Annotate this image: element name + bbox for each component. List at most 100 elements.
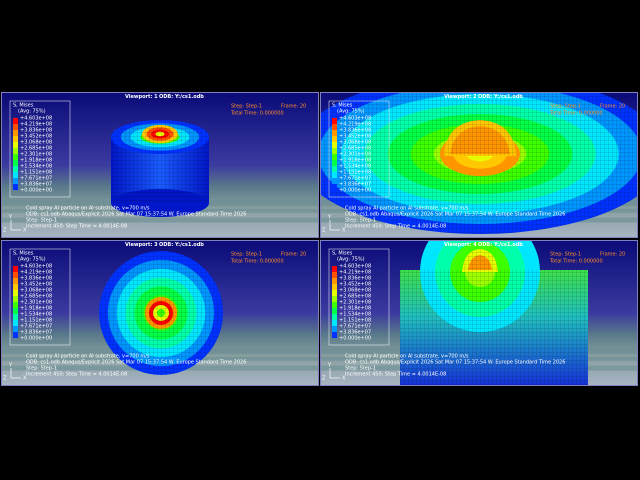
- legend-level: +1.151e+08: [339, 318, 371, 324]
- mesh: [99, 251, 223, 375]
- legend-level: +4.603e+08: [339, 116, 371, 122]
- legend-swatch: [332, 314, 337, 320]
- legend-swatch: [332, 160, 337, 166]
- legend-level: +2.301e+08: [20, 300, 52, 306]
- step-label: Step: Step-1: [231, 252, 262, 258]
- legend-level: +2.301e+08: [339, 300, 371, 306]
- frame-label: Frame: 20: [600, 252, 625, 258]
- footer-increment: Increment 450: Step Time = 4.0014E-08: [345, 372, 446, 378]
- total-time: Total Time: 0.000000: [549, 111, 603, 117]
- footer-step: Step: Step-1: [345, 366, 376, 372]
- axis-label: Y: [327, 215, 332, 221]
- axis-label: Y: [327, 363, 332, 369]
- axis-label: Y: [8, 363, 13, 369]
- legend-level: +1.151e+08: [339, 170, 371, 176]
- legend-level: +1.918e+08: [339, 158, 371, 164]
- legend-level: +3.836e+08: [20, 128, 52, 134]
- legend-level: +3.836e+07: [20, 182, 52, 188]
- axis-label: X: [23, 228, 27, 234]
- footer-odb: ODB: cs1.odb Abaqus/Explicit 2026 Sat Ma…: [26, 212, 246, 218]
- viewport-odb: ODB: Y:/cs1.odb: [478, 242, 523, 248]
- legend-swatch: [13, 130, 18, 136]
- frame-label: Frame: 20: [281, 252, 306, 258]
- legend-level: +3.068e+08: [339, 140, 371, 146]
- legend-level: +4.603e+08: [20, 264, 52, 270]
- legend-level: +3.452e+08: [339, 282, 371, 288]
- step-label: Step: Step-1: [550, 104, 581, 110]
- legend-level: +0.000e+00: [20, 336, 52, 342]
- background-band: [1, 217, 319, 223]
- legend-level: +3.068e+08: [20, 140, 52, 146]
- viewport-odb: ODB: Y:/cs1.odb: [159, 94, 204, 100]
- legend-swatch: [13, 142, 18, 148]
- legend-level: +3.836e+07: [339, 330, 371, 336]
- mesh: [111, 120, 209, 154]
- legend-level: +3.836e+08: [20, 276, 52, 282]
- legend-swatch: [13, 118, 18, 124]
- legend-level: +2.685e+08: [339, 146, 371, 152]
- legend-level: +3.836e+08: [339, 276, 371, 282]
- footer-step: Step: Step-1: [26, 218, 57, 224]
- legend-swatch: [332, 332, 337, 338]
- legend-subtitle: (Avg: 75%): [337, 257, 365, 263]
- legend-swatch: [332, 136, 337, 142]
- footer-increment: Increment 450: Step Time = 4.0014E-08: [345, 224, 446, 230]
- legend-swatch: [332, 278, 337, 284]
- legend-swatch: [13, 166, 18, 172]
- legend-swatch: [13, 308, 18, 314]
- legend-level: +4.603e+08: [20, 116, 52, 122]
- legend-swatch: [332, 290, 337, 296]
- legend-title: S, Mises: [332, 103, 353, 109]
- axis-label: Y: [8, 215, 13, 221]
- legend-swatch: [332, 284, 337, 290]
- footer-step: Step: Step-1: [345, 218, 376, 224]
- legend-swatch: [332, 302, 337, 308]
- legend-level: +1.151e+08: [20, 170, 52, 176]
- viewport-odb: ODB: Y:/cs1.odb: [159, 242, 204, 248]
- total-time: Total Time: 0.000000: [230, 259, 284, 265]
- legend-swatch: [332, 148, 337, 154]
- axis-label: Z: [3, 376, 7, 382]
- legend-swatch: [13, 136, 18, 142]
- footer-odb: ODB: cs1.odb Abaqus/Explicit 2026 Sat Ma…: [345, 360, 565, 366]
- legend-swatch: [13, 148, 18, 154]
- legend-level: +3.836e+07: [20, 330, 52, 336]
- frame-label: Frame: 20: [600, 104, 625, 110]
- legend-level: +7.671e+07: [339, 176, 371, 182]
- legend-level: +2.685e+08: [20, 146, 52, 152]
- legend-level: +2.685e+08: [20, 294, 52, 300]
- legend-swatch: [332, 266, 337, 272]
- viewport: Viewport: 4 ODB: Y:/cs1.odb Step: Step-1 Fr…: [320, 240, 638, 386]
- viewport-border: [320, 240, 638, 386]
- footer-odb: ODB: cs1.odb Abaqus/Explicit 2026 Sat Ma…: [345, 212, 565, 218]
- legend-swatch: [332, 184, 337, 190]
- legend-level: +1.534e+08: [20, 312, 52, 318]
- legend-level: +4.219e+08: [339, 122, 371, 128]
- legend-swatch: [332, 296, 337, 302]
- legend-swatch: [13, 332, 18, 338]
- total-time: Total Time: 0.000000: [549, 259, 603, 265]
- viewport: Viewport: 2 ODB: Y:/cs1.odb Step: Step-1 Fr…: [320, 92, 638, 238]
- viewport-label: Viewport: 4: [444, 242, 477, 248]
- legend-swatch: [13, 302, 18, 308]
- legend-level: +1.918e+08: [20, 158, 52, 164]
- legend-swatch: [13, 154, 18, 160]
- axis-label: Z: [322, 376, 326, 382]
- mesh: [462, 249, 498, 272]
- legend-subtitle: (Avg: 75%): [337, 109, 365, 115]
- legend-swatch: [13, 172, 18, 178]
- legend-swatch: [13, 278, 18, 284]
- legend-level: +1.534e+08: [20, 164, 52, 170]
- legend-level: +1.534e+08: [339, 164, 371, 170]
- legend-swatch: [13, 266, 18, 272]
- step-label: Step: Step-1: [550, 252, 581, 258]
- viewport-border: [1, 92, 319, 238]
- legend-level: +3.836e+08: [339, 128, 371, 134]
- legend-swatch: [332, 172, 337, 178]
- axis-label: Z: [322, 228, 326, 234]
- legend-level: +7.671e+07: [20, 324, 52, 330]
- legend-level: +0.000e+00: [339, 188, 371, 194]
- legend-swatch: [13, 320, 18, 326]
- legend-frame: [9, 100, 71, 198]
